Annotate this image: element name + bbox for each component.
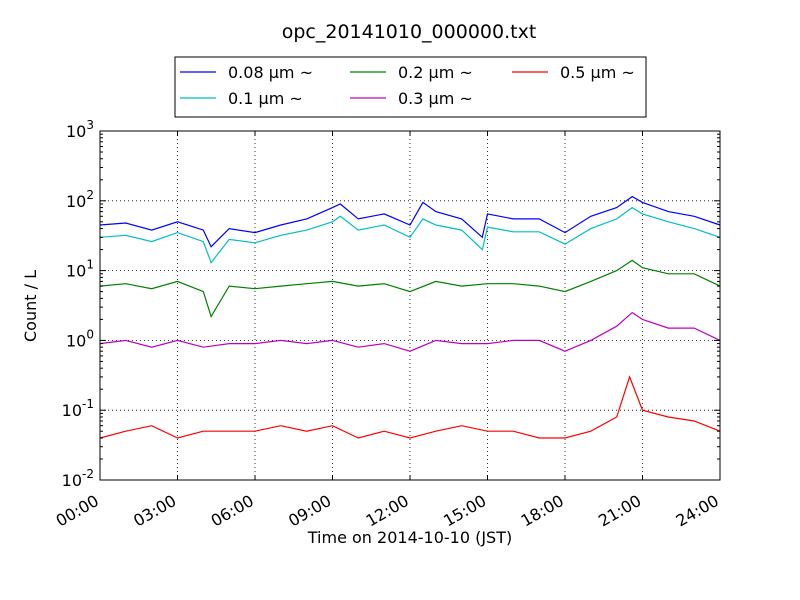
y-tick-base: 10 — [66, 262, 86, 281]
y-tick-exponent: 2 — [86, 188, 94, 202]
y-tick-label: 100 — [66, 327, 94, 350]
series-line-2 — [99, 259, 721, 318]
y-tick-label: 103 — [66, 118, 94, 141]
series-layer — [99, 195, 721, 439]
y-tick-base: 10 — [62, 401, 82, 420]
legend-label-0: 0.08 μm ~ — [228, 63, 313, 82]
legend-box — [174, 56, 647, 118]
legend-label-2: 0.2 μm ~ — [398, 63, 473, 82]
series-line-0 — [99, 195, 721, 248]
y-tick-label: 102 — [66, 188, 94, 211]
y-tick-exponent: -2 — [82, 467, 94, 481]
y-tick-base: 10 — [62, 471, 82, 490]
legend: 0.08 μm ~ 0.1 μm ~ 0.2 μm ~ 0.3 μm ~ 0.5 μm … — [174, 56, 647, 118]
y-tick-label: 10-2 — [62, 467, 94, 490]
series-line-1 — [99, 206, 721, 264]
x-axis-label: Time on 2014-10-10 (JST) — [307, 528, 512, 547]
y-tick-exponent: -1 — [82, 397, 94, 411]
y-tick-base: 10 — [66, 331, 86, 350]
legend-label-3: 0.3 μm ~ — [398, 89, 473, 108]
y-tick-base: 10 — [66, 192, 86, 211]
y-tick-exponent: 1 — [86, 258, 94, 272]
series-line-4 — [99, 375, 721, 439]
y-tick-exponent: 0 — [86, 327, 94, 341]
chart-title: opc_20141010_000000.txt — [282, 21, 537, 43]
legend-label-1: 0.1 μm ~ — [228, 89, 303, 108]
y-tick-exponent: 3 — [86, 118, 94, 132]
legend-label-4: 0.5 μm ~ — [560, 63, 635, 82]
series-line-3 — [99, 311, 721, 352]
y-axis-label: Count / L — [21, 270, 40, 342]
y-tick-label: 10-1 — [62, 397, 94, 420]
y-tick-base: 10 — [66, 122, 86, 141]
y-tick-label: 101 — [66, 258, 94, 281]
